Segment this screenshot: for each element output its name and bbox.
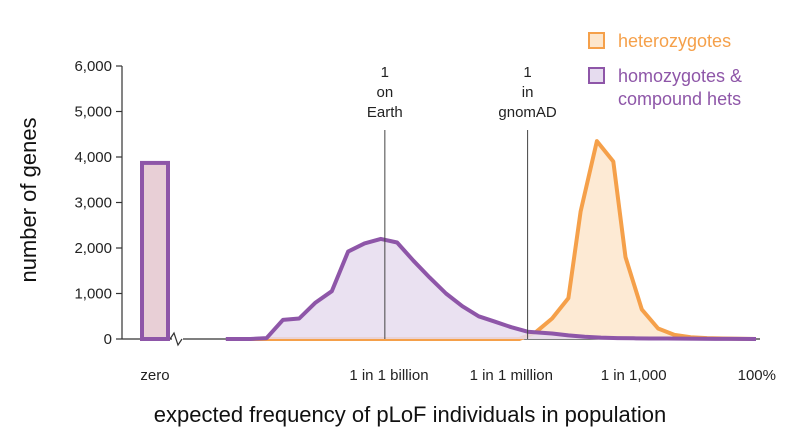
annotation-label: gnomAD: [498, 104, 557, 121]
legend-swatch-homozygotes: [588, 67, 605, 84]
legend-label-homozygotes: homozygotes &: [618, 66, 742, 86]
series-line-1: [225, 236, 757, 341]
annotation-label: in: [522, 84, 534, 101]
x-tick-label: 1 in 1,000: [601, 367, 667, 384]
zero-bar: [140, 160, 170, 341]
y-axis-title: number of genes: [16, 117, 41, 282]
annotation-label: 1: [381, 64, 389, 81]
tick-labels: zero 1 in 1 billion 1 in 1 million 1 in 1,0…: [140, 367, 776, 384]
y-tick-label: 3,000: [74, 195, 112, 212]
annotations: 1 on Earth 1 in gnomAD: [367, 64, 557, 339]
series-group: [225, 139, 757, 341]
y-tick-label: 6,000: [74, 58, 112, 75]
annotation-label: on: [377, 84, 394, 101]
x-tick-label: 100%: [738, 367, 776, 384]
y-tick-label: 0: [104, 331, 112, 348]
y-tick-label: 5,000: [74, 104, 112, 121]
y-tick-label: 2,000: [74, 240, 112, 257]
legend-label-homozygotes-cont: compound hets: [618, 89, 741, 109]
x-tick-label: 1 in 1 million: [470, 367, 553, 384]
legend-label-heterozygotes: heterozygotes: [618, 31, 731, 51]
series-area-0: [250, 141, 757, 339]
series-area-1: [225, 238, 757, 339]
legend-swatch-heterozygotes: [588, 32, 605, 49]
axis-break-mark: [169, 331, 183, 347]
annotation-label: 1: [523, 64, 531, 81]
zero-bar-group: [140, 160, 170, 341]
x-tick-label: 1 in 1 billion: [349, 367, 428, 384]
y-tick-label: 1,000: [74, 286, 112, 303]
x-tick-label: zero: [140, 367, 169, 384]
y-tick-label: 4,000: [74, 149, 112, 166]
annotation-label: Earth: [367, 104, 403, 121]
legend: heterozygotes homozygotes & compound hets: [588, 31, 742, 109]
x-axis-title: expected frequency of pLoF individuals i…: [154, 402, 666, 427]
